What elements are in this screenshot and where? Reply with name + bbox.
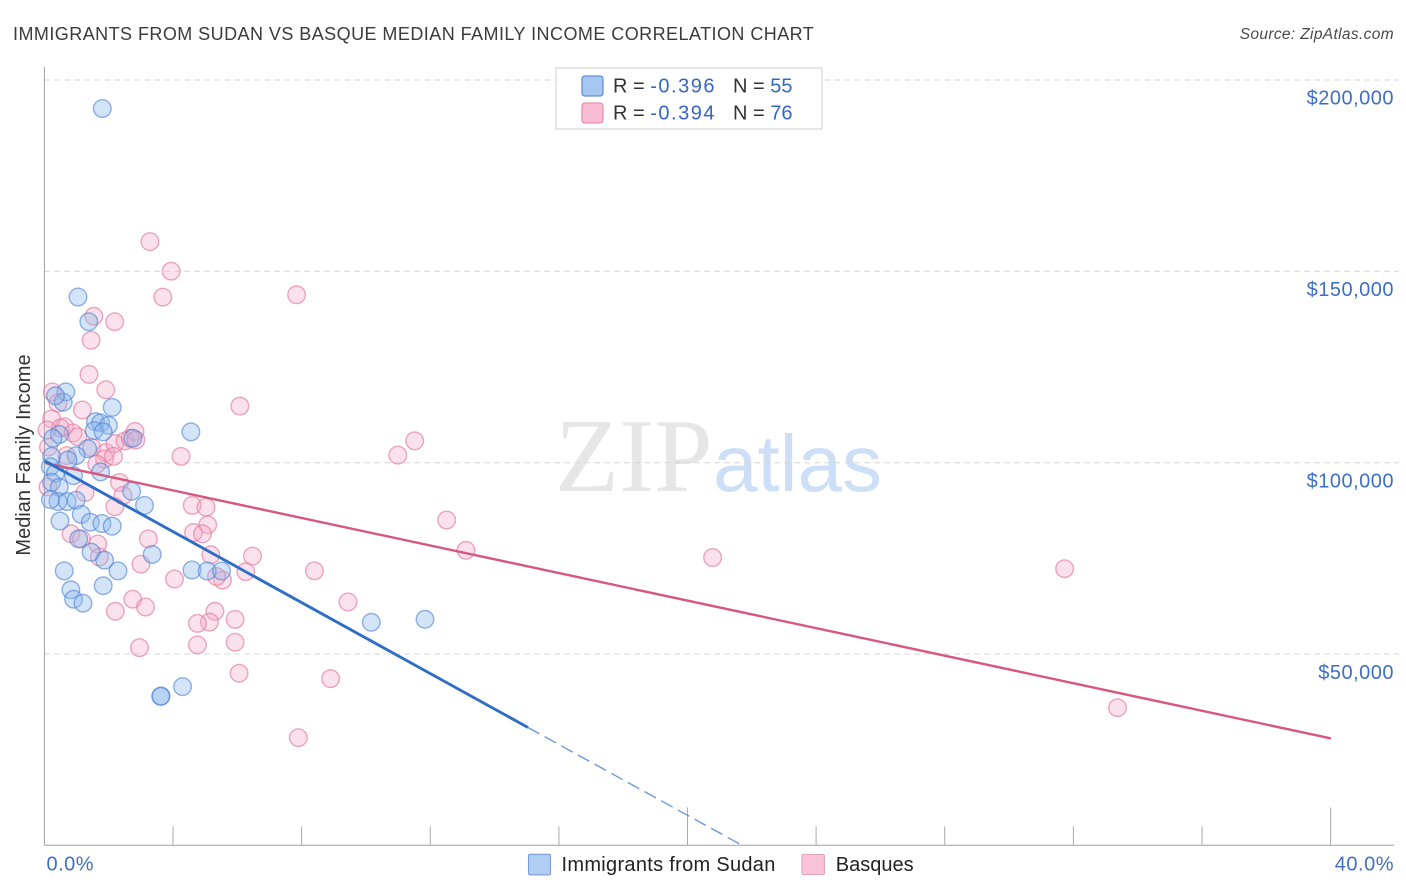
- svg-text:$150,000: $150,000: [1307, 279, 1394, 301]
- svg-text:Immigrants from Sudan: Immigrants from Sudan: [562, 854, 776, 876]
- svg-text:atlas: atlas: [713, 419, 882, 508]
- svg-text:Basques: Basques: [836, 854, 914, 876]
- svg-text:ZIP: ZIP: [555, 397, 713, 514]
- svg-text:Median Family Income: Median Family Income: [13, 354, 35, 555]
- svg-text:$200,000: $200,000: [1307, 88, 1394, 110]
- svg-text:$100,000: $100,000: [1307, 471, 1394, 493]
- svg-text:IMMIGRANTS FROM SUDAN VS BASQU: IMMIGRANTS FROM SUDAN VS BASQUE MEDIAN F…: [13, 24, 814, 44]
- svg-text:0.0%: 0.0%: [47, 854, 95, 876]
- svg-text:Source: ZipAtlas.com: Source: ZipAtlas.com: [1240, 26, 1394, 43]
- svg-text:$50,000: $50,000: [1318, 662, 1394, 684]
- svg-text:40.0%: 40.0%: [1335, 854, 1394, 876]
